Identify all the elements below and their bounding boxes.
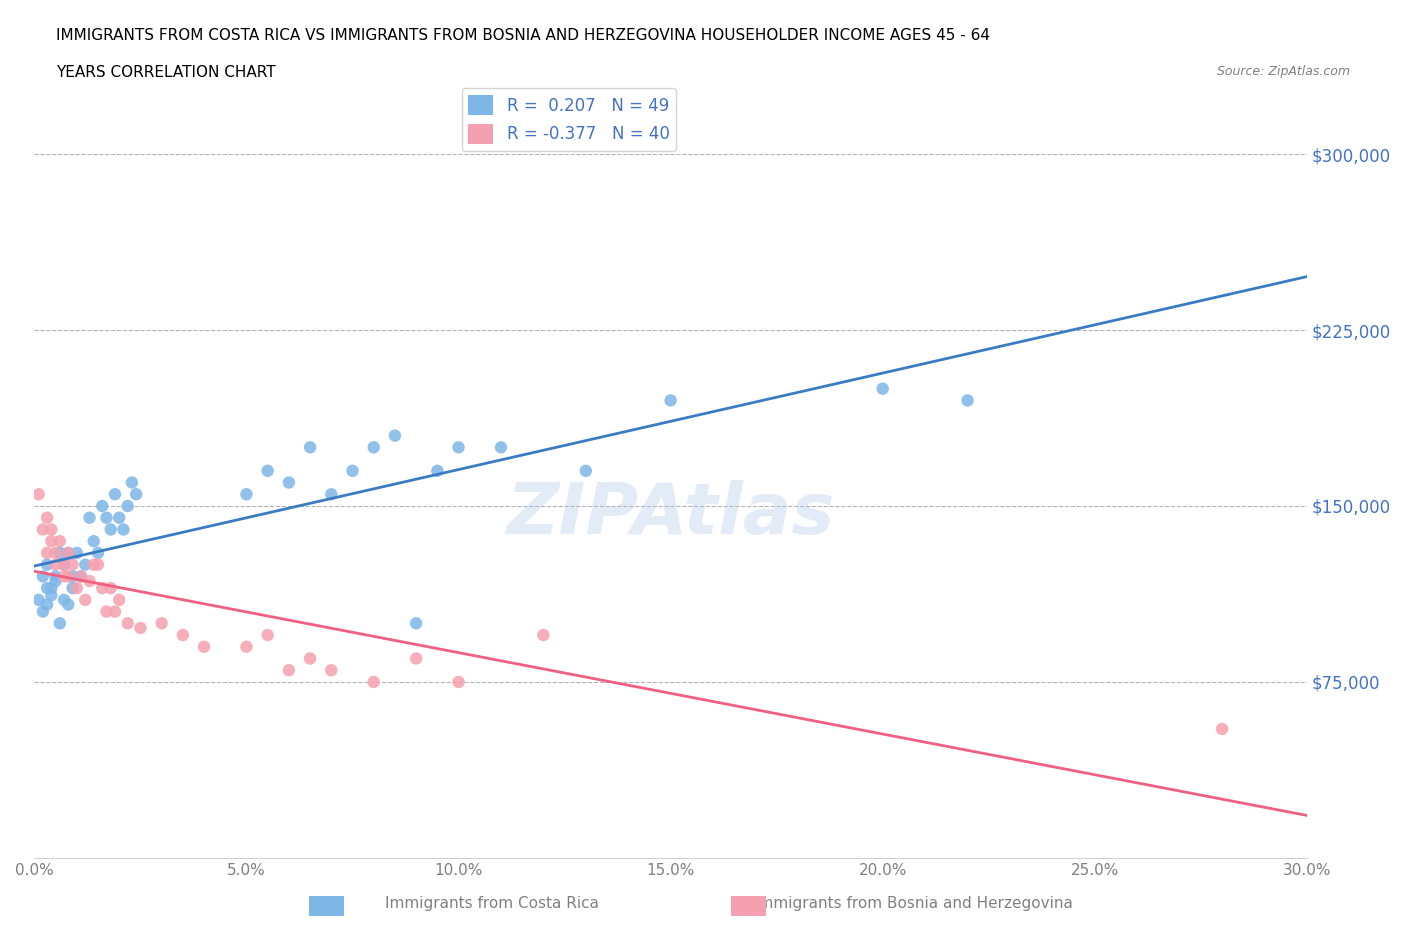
Point (41, 534, 63, 549)
Point (66, 546, 89, 561)
Point (384, 428, 406, 443)
Point (35, 546, 58, 561)
Point (45, 557, 67, 572)
Point (75, 557, 97, 572)
Text: Source: ZipAtlas.com: Source: ZipAtlas.com (1216, 65, 1350, 78)
Point (91, 580, 114, 595)
Point (104, 486, 127, 501)
Point (31, 604, 53, 619)
Point (87, 557, 110, 572)
Point (58, 546, 80, 561)
Point (79, 511, 101, 525)
Point (58, 546, 80, 561)
Point (256, 628, 278, 643)
Point (489, 440, 512, 455)
Point (277, 663, 299, 678)
Point (872, 381, 894, 396)
Point (112, 522, 135, 537)
Point (117, 498, 139, 513)
Text: Immigrants from Costa Rica: Immigrants from Costa Rica (385, 897, 599, 911)
Point (27, 592, 49, 607)
Text: Immigrants from Bosnia and Herzegovina: Immigrants from Bosnia and Herzegovina (755, 897, 1073, 911)
Point (41, 588, 63, 603)
Point (172, 628, 194, 643)
Point (299, 440, 322, 455)
Point (235, 486, 257, 501)
Point (62, 557, 84, 572)
Point (62, 580, 84, 595)
Point (79, 574, 101, 589)
Point (83, 557, 105, 572)
Point (277, 475, 299, 490)
Point (66, 580, 89, 595)
Point (575, 463, 598, 478)
Point (342, 463, 364, 478)
Point (117, 616, 139, 631)
Point (58, 597, 80, 612)
Point (31, 569, 53, 584)
Point (49, 534, 72, 549)
Point (62, 569, 84, 584)
Point (956, 393, 979, 408)
Point (91, 498, 114, 513)
Point (405, 616, 427, 631)
Point (121, 475, 143, 490)
Point (129, 620, 152, 635)
Point (125, 486, 148, 501)
Point (31, 522, 53, 537)
Point (53, 592, 76, 607)
Point (299, 651, 322, 666)
Point (53, 569, 76, 584)
Point (100, 580, 122, 595)
Point (45, 574, 67, 589)
Point (363, 440, 385, 455)
Point (150, 616, 173, 631)
Point (447, 674, 470, 689)
Point (96, 604, 118, 619)
Point (35, 557, 58, 572)
Point (70, 569, 93, 584)
Point (108, 592, 131, 607)
Point (235, 639, 257, 654)
Point (193, 639, 215, 654)
Point (87, 546, 110, 561)
Point (49, 616, 72, 631)
Point (405, 651, 427, 666)
Point (447, 440, 470, 455)
Point (1211, 722, 1233, 737)
Point (49, 546, 72, 561)
Point (96, 511, 118, 525)
Point (53, 557, 76, 572)
Point (108, 511, 131, 525)
Point (45, 546, 67, 561)
Point (426, 463, 449, 478)
Point (321, 663, 343, 678)
Point (659, 393, 682, 408)
Point (41, 580, 63, 595)
Point (363, 674, 385, 689)
Text: YEARS CORRELATION CHART: YEARS CORRELATION CHART (56, 65, 276, 80)
Point (321, 486, 343, 501)
Point (35, 580, 58, 595)
Point (27, 486, 49, 501)
Point (35, 597, 58, 612)
Legend: R =  0.207   N = 49, R = -0.377   N = 40: R = 0.207 N = 49, R = -0.377 N = 40 (461, 88, 676, 151)
Point (100, 522, 122, 537)
Point (58, 569, 80, 584)
Text: ZIPAtlas: ZIPAtlas (506, 480, 835, 550)
Point (45, 569, 67, 584)
Point (35, 511, 58, 525)
Point (53, 557, 76, 572)
Text: IMMIGRANTS FROM COSTA RICA VS IMMIGRANTS FROM BOSNIA AND HERZEGOVINA HOUSEHOLDER: IMMIGRANTS FROM COSTA RICA VS IMMIGRANTS… (56, 28, 990, 43)
Point (104, 604, 127, 619)
Point (256, 463, 278, 478)
Point (41, 522, 63, 537)
Point (531, 628, 554, 643)
Point (83, 534, 105, 549)
Point (75, 592, 97, 607)
Point (70, 569, 93, 584)
